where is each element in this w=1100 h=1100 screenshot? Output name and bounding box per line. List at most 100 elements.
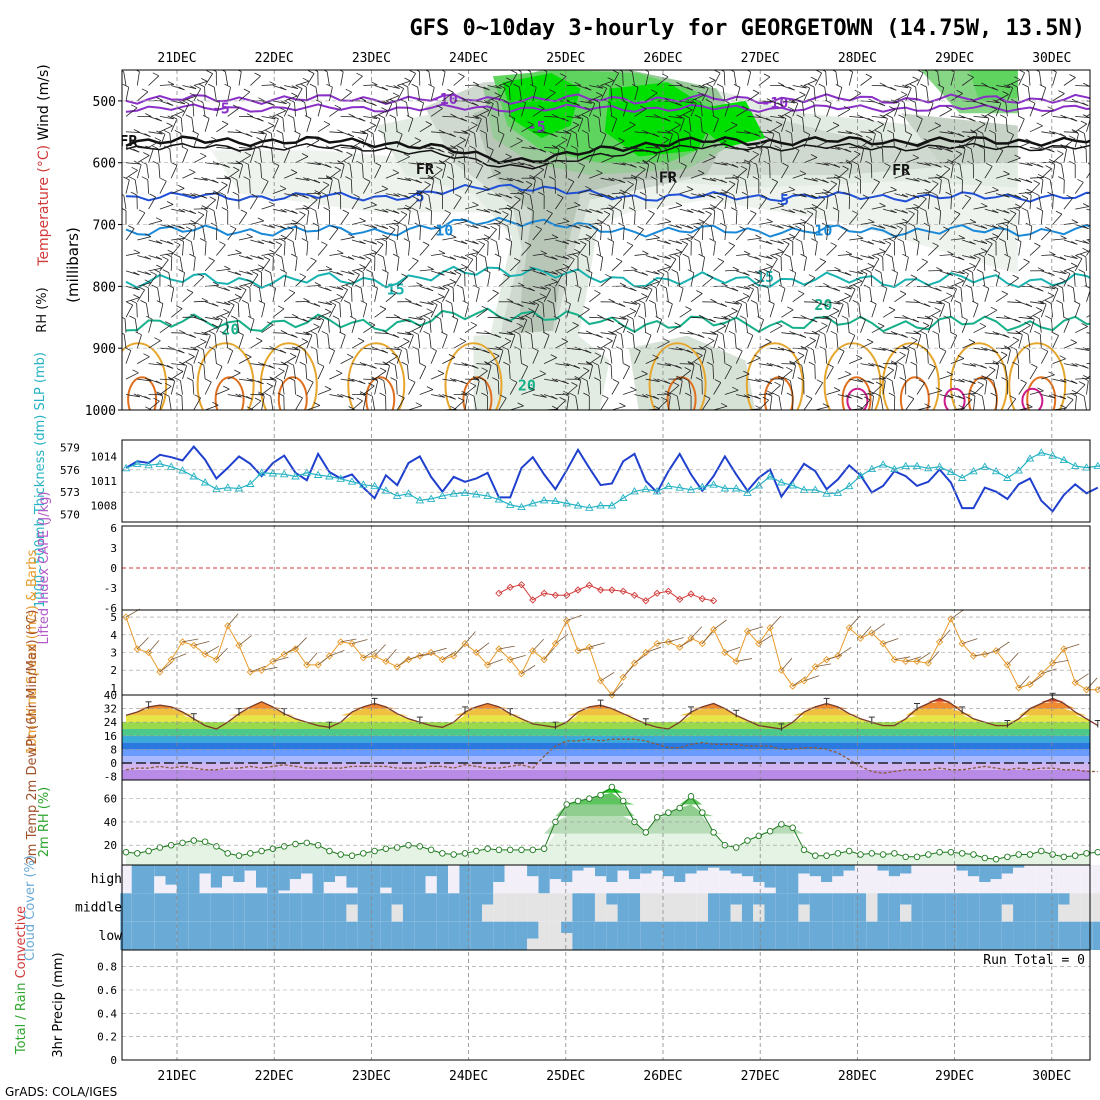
- wind-barb: [295, 256, 298, 271]
- wind-barb: [781, 369, 793, 380]
- wind-barb-flag: [313, 323, 320, 328]
- wind-barb: [213, 87, 217, 101]
- wind-barb: [566, 116, 581, 119]
- cloud-cell: [278, 865, 290, 891]
- wind-barb: [781, 100, 796, 104]
- wind-barb: [530, 71, 534, 86]
- thickness-point: [257, 468, 266, 476]
- wind-barb-flag: [641, 370, 648, 375]
- wind-barb-10m: [747, 626, 763, 632]
- wind-barb-flag: [822, 403, 830, 407]
- wind-barb-flag: [687, 360, 694, 365]
- wind-barb-flag: [890, 360, 898, 365]
- rh-point: [891, 850, 898, 857]
- cloud-gap: [165, 884, 177, 894]
- wind-barb-flag: [931, 315, 939, 320]
- day-label-bottom: 24DEC: [449, 1069, 488, 1084]
- wind-barb-flag: [1096, 100, 1100, 103]
- wind-barb: [961, 319, 968, 333]
- wind-barb: [928, 310, 941, 318]
- cloud-row-label: low: [99, 929, 123, 944]
- cloud-cell: [131, 893, 143, 922]
- wind-barb: [136, 289, 145, 303]
- cloud-cell: [493, 921, 505, 950]
- wind-barb-flag: [773, 269, 780, 273]
- wind-speed-point: [766, 624, 774, 632]
- wind-speed-point: [257, 666, 266, 674]
- wind-barb-flag: [447, 151, 455, 156]
- cloud-cell: [730, 921, 742, 950]
- wind-barb-flag: [558, 145, 565, 150]
- wind-barb-flag: [490, 225, 497, 230]
- wind-barb-10m: [1018, 675, 1030, 689]
- wind-barb: [871, 384, 883, 395]
- wind-barb-flag: [830, 330, 837, 335]
- wind-barb: [487, 229, 497, 241]
- wind-barb-flag: [761, 145, 769, 150]
- wind-barb-flag: [800, 253, 807, 258]
- wind-barb-flag: [441, 331, 448, 336]
- wind-barb: [802, 117, 805, 132]
- wind-barb-flag: [897, 361, 904, 366]
- wind-barb: [442, 270, 457, 275]
- wind-barb-flag: [436, 105, 443, 109]
- cloud-cell: [346, 921, 358, 950]
- cloud-gap: [606, 904, 618, 922]
- wind-barb: [645, 71, 650, 86]
- wind-barb: [430, 350, 437, 364]
- wind-barb-flag: [197, 361, 205, 366]
- wind-barb: [216, 319, 223, 333]
- wind-barb: [939, 109, 952, 117]
- wind-barb-flag: [1026, 403, 1033, 408]
- wind-barb-flag: [392, 253, 400, 258]
- thickness-point: [336, 474, 345, 482]
- hot-contour: [127, 376, 158, 410]
- wind-barb-flag: [412, 346, 419, 351]
- wind-barb-flag: [262, 177, 269, 182]
- wind-barb-flag: [608, 298, 615, 303]
- wind-barb-flag: [1036, 176, 1044, 181]
- wind-barb-flag: [302, 207, 309, 212]
- wind-barb: [204, 73, 213, 86]
- wind-barb: [825, 349, 827, 364]
- wind-barb-10m: [1052, 659, 1069, 664]
- wind-barb: [171, 188, 185, 194]
- wind-barb-flag: [698, 170, 705, 174]
- wind-barb: [148, 363, 163, 366]
- cloud-cell: [380, 865, 392, 888]
- wind-barb-flag: [1075, 255, 1083, 259]
- wind-barb-flag: [924, 303, 931, 307]
- day-label-top: 28DEC: [838, 51, 877, 66]
- wind-barb: [216, 311, 230, 318]
- wind-barb: [600, 225, 602, 241]
- wind-barb-flag: [744, 159, 751, 164]
- cloud-cell: [1058, 921, 1070, 950]
- cloud-gap: [561, 933, 573, 950]
- wind-barb-flag: [311, 196, 318, 201]
- wind-barb-flag: [916, 115, 923, 120]
- wind-barb-flag: [968, 339, 976, 343]
- cloud-cell: [1080, 921, 1093, 950]
- wind-barb-flag: [212, 191, 220, 196]
- wind-barb-flag: [859, 316, 866, 320]
- wind-barb-flag: [702, 84, 709, 89]
- wind-barb-flag: [854, 150, 861, 155]
- temp-tick-label: -8: [104, 771, 117, 784]
- wind-barb-flag: [823, 282, 830, 287]
- wind-barb: [544, 146, 559, 149]
- wind-barb: [532, 210, 534, 225]
- wind-barb: [758, 139, 771, 148]
- wind-barb-flag: [293, 347, 301, 351]
- wind-barb: [544, 378, 558, 382]
- wind-barb-flag: [1082, 225, 1089, 230]
- wind-barb: [745, 318, 748, 333]
- wind-barb-flag: [165, 382, 172, 387]
- wind-barb-flag: [221, 181, 228, 186]
- wind-barb-flag: [307, 70, 315, 74]
- wind-barb-flag: [1004, 346, 1011, 351]
- wind-barb: [745, 303, 748, 318]
- wind-barb: [883, 100, 898, 104]
- wind-barb-flag: [447, 176, 454, 180]
- wind-barb: [566, 239, 581, 245]
- wind-barb-flag: [388, 226, 396, 230]
